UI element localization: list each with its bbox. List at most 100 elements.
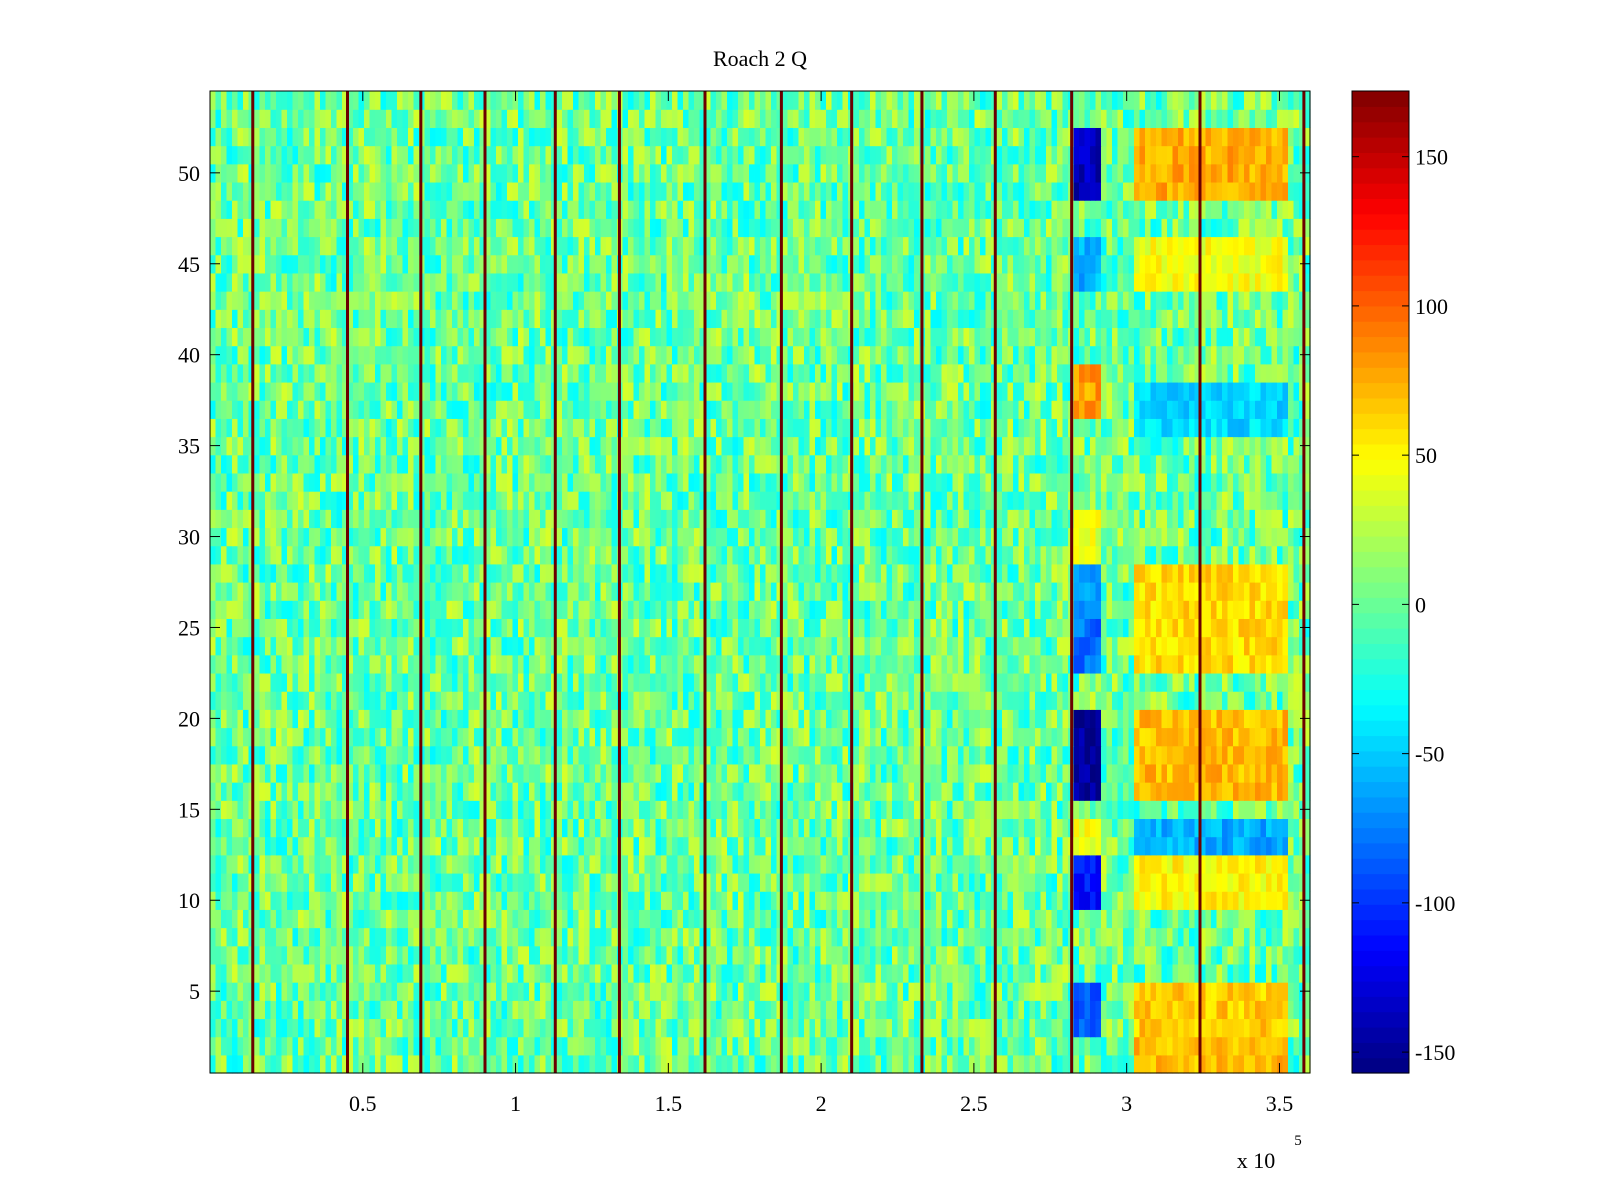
heatmap-cell <box>446 927 453 947</box>
heatmap-cell <box>809 763 816 783</box>
heatmap-cell <box>600 636 607 656</box>
heatmap-cell <box>1084 727 1091 747</box>
heatmap-cell <box>534 691 541 710</box>
heatmap-cell <box>441 654 448 674</box>
heatmap-cell <box>452 618 459 638</box>
heatmap-cell <box>749 818 756 838</box>
heatmap-cell <box>210 818 217 838</box>
heatmap-cell <box>397 891 404 910</box>
heatmap-cell <box>1024 654 1031 674</box>
heatmap-cell <box>413 945 420 965</box>
heatmap-cell <box>507 836 514 856</box>
heatmap-cell <box>1007 1018 1014 1038</box>
heatmap-cell <box>831 636 838 656</box>
heatmap-cell <box>210 691 217 710</box>
heatmap-cell <box>435 909 442 929</box>
heatmap-cell <box>1222 691 1229 710</box>
heatmap-cell <box>578 836 585 856</box>
heatmap-cell <box>749 891 756 910</box>
heatmap-cell <box>743 945 750 965</box>
heatmap-cell <box>881 854 888 874</box>
heatmap-cell <box>490 618 497 638</box>
heatmap-cell <box>930 854 937 874</box>
heatmap-cell <box>496 782 503 801</box>
heatmap-cell <box>353 654 360 674</box>
heatmap-cell <box>798 945 805 965</box>
heatmap-cell <box>309 1000 316 1020</box>
heatmap-cell <box>897 763 904 783</box>
heatmap-cell <box>1018 782 1025 801</box>
heatmap-cell <box>914 672 921 692</box>
heatmap-cell <box>281 672 288 692</box>
heatmap-cell <box>776 618 783 638</box>
heatmap-cell <box>1057 636 1064 656</box>
heatmap-cell <box>1024 745 1031 765</box>
heatmap-cell <box>529 891 536 910</box>
heatmap-cell <box>1051 709 1058 729</box>
heatmap-cell <box>727 709 734 729</box>
heatmap-cell <box>529 1036 536 1056</box>
heatmap-cell <box>969 727 976 747</box>
heatmap-cell <box>930 727 937 747</box>
heatmap-cell <box>408 636 415 656</box>
heatmap-cell <box>941 909 948 929</box>
heatmap-cell <box>1200 636 1207 656</box>
heatmap-cell <box>1277 636 1284 656</box>
heatmap-cell <box>457 727 464 747</box>
heatmap-cell <box>545 636 552 656</box>
heatmap-cell <box>892 782 899 801</box>
heatmap-cell <box>232 872 239 892</box>
heatmap-cell <box>1112 1018 1119 1038</box>
heatmap-cell <box>457 818 464 838</box>
heatmap-cell <box>545 763 552 783</box>
heatmap-cell <box>1013 1000 1020 1020</box>
heatmap-cell <box>496 854 503 874</box>
heatmap-cell <box>457 982 464 1001</box>
heatmap-cell <box>540 945 547 965</box>
heatmap-cell <box>589 691 596 710</box>
heatmap-cell <box>771 1036 778 1056</box>
heatmap-cell <box>1194 836 1201 856</box>
heatmap-cell <box>1227 636 1234 656</box>
heatmap-cell <box>507 982 514 1001</box>
heatmap-cell <box>650 727 657 747</box>
heatmap-cell <box>732 909 739 929</box>
heatmap-cell <box>1024 1036 1031 1056</box>
heatmap-cell <box>1288 782 1295 801</box>
heatmap-cell <box>397 927 404 947</box>
heatmap-cell <box>721 927 728 947</box>
heatmap-cell <box>1227 1054 1234 1074</box>
heatmap-cell <box>738 927 745 947</box>
heatmap-cell <box>875 963 882 983</box>
heatmap-cell <box>336 872 343 892</box>
heatmap-cell <box>622 782 629 801</box>
heatmap-cell <box>699 800 706 820</box>
heatmap-cell <box>573 818 580 838</box>
heatmap-cell <box>1244 982 1251 1001</box>
heatmap-cell <box>1156 872 1163 892</box>
heatmap-cell <box>1277 927 1284 947</box>
heatmap-cell <box>1095 891 1102 910</box>
heatmap-cell <box>870 654 877 674</box>
heatmap-cell <box>831 709 838 729</box>
heatmap-cell <box>540 800 547 820</box>
heatmap-cell <box>1090 818 1097 838</box>
heatmap-cell <box>226 1018 233 1038</box>
heatmap-cell <box>413 891 420 910</box>
heatmap-cell <box>1183 800 1190 820</box>
heatmap-cell <box>375 727 382 747</box>
heatmap-cell <box>287 891 294 910</box>
heatmap-cell <box>1216 818 1223 838</box>
heatmap-cell <box>353 982 360 1001</box>
heatmap-cell <box>765 1054 772 1074</box>
heatmap-cell <box>353 854 360 874</box>
heatmap-cell <box>1255 854 1262 874</box>
heatmap-cell <box>490 1000 497 1020</box>
heatmap-cell <box>655 963 662 983</box>
heatmap-cell <box>1293 709 1300 729</box>
heatmap-cell <box>380 763 387 783</box>
heatmap-cell <box>760 672 767 692</box>
heatmap-cell <box>1200 854 1207 874</box>
heatmap-cell <box>1007 654 1014 674</box>
heatmap-cell <box>540 618 547 638</box>
